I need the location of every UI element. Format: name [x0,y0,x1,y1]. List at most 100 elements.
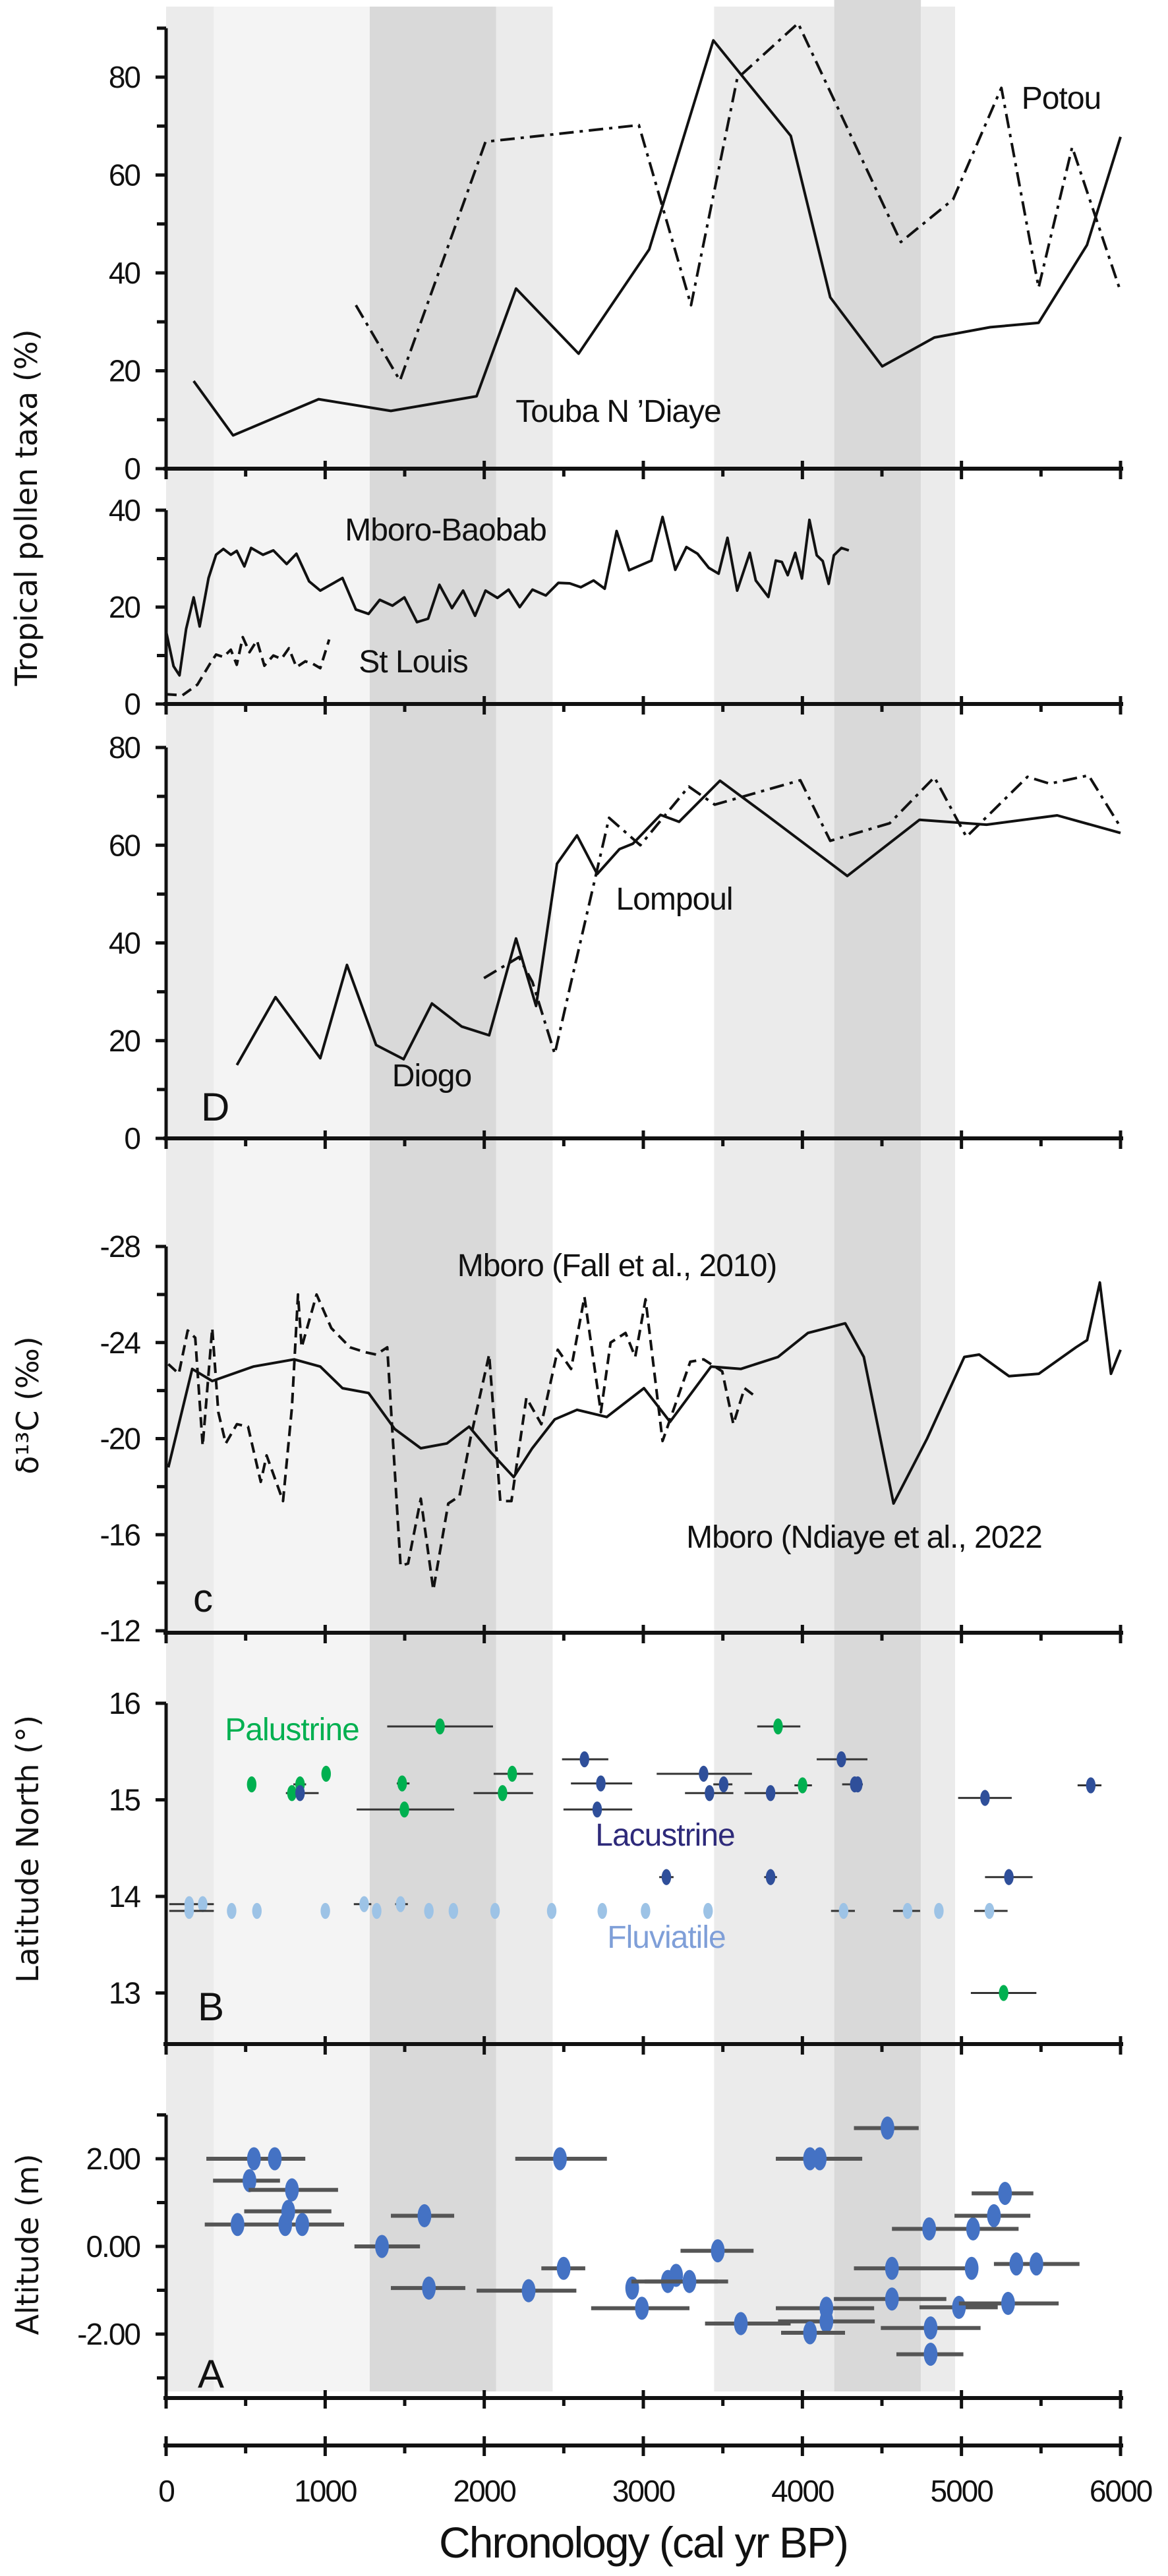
data-point [287,1785,297,1801]
data-point [885,2256,899,2280]
data-point [1001,2291,1015,2315]
data-point [836,1751,846,1768]
y-axis-title-d13c: δ¹³C (‰) [10,1336,45,1474]
data-point [399,1801,409,1818]
shaded-period-band [714,7,834,2391]
y-tick-label: 40 [109,256,140,290]
y-tick-label: 0.00 [86,2229,140,2264]
panel-pollen-1: 0 20 40 60 80 Touba N ’Diaye Potou [109,22,1123,486]
data-point [198,1896,208,1912]
panel-letter: B [198,1985,224,2029]
data-point [923,2316,938,2340]
data-point [507,1765,517,1782]
panel-A: 2.00 0.00 -2.00 A [77,2113,1123,2409]
data-point [597,1902,607,1919]
data-point [923,2343,938,2366]
panel-pollen-2: 0 20 40 Mboro-Baobab St Louis [109,493,1123,721]
x-tick-label: 2000 [453,2474,515,2508]
x-tick-label: 1000 [294,2474,357,2508]
data-point [579,1751,589,1768]
y-tick-label: 60 [109,158,140,192]
data-point [1004,1869,1014,1885]
data-point [699,1765,709,1782]
y-tick-label: 16 [109,1686,140,1720]
series-label: Fluviatile [607,1920,725,1955]
data-point [718,1776,729,1793]
data-point [422,2276,436,2300]
data-point [1029,2252,1043,2276]
data-point [1009,2252,1024,2276]
series-label: Mboro (Fall et al., 2010) [457,1248,777,1283]
data-point [320,1902,330,1919]
data-point [556,2256,571,2280]
data-point [765,1785,776,1801]
data-point [592,1801,602,1818]
y-tick-label: 80 [109,730,140,765]
y-tick-label: 20 [109,1024,140,1058]
data-point [711,2239,725,2263]
data-point [435,1718,445,1735]
data-point [838,1902,849,1919]
data-point [230,2213,245,2237]
y-tick-label: -20 [100,1422,140,1456]
y-tick-label: 13 [109,1976,140,2010]
series-line-mboro-fall-et-al-2010- [167,1293,759,1592]
x-axis-title: Chronology (cal yr BP) [439,2518,848,2567]
series-line-mboro-baobab [165,515,850,677]
y-tick-label: -16 [100,1517,140,1552]
data-point [321,1765,331,1782]
series-line-diogo [235,779,1121,1066]
series-label: Mboro (Ndiaye et al., 2022 [686,1520,1042,1555]
data-point [902,1902,913,1919]
data-point [243,2169,256,2192]
data-point [966,2217,980,2240]
series-line-lompoul [483,774,1122,1055]
data-point [952,2295,966,2319]
data-point [184,1902,194,1919]
shaded-period-band [214,7,370,2391]
x-tick-label: 0 [158,2474,174,2508]
data-point [397,1775,407,1792]
series-line-st-louis [165,635,331,697]
panel-B: 13 14 15 16 B Palustrine Lacustrine Fluviatile [109,1686,1123,2055]
data-point [635,2297,649,2320]
y-tick-label: 14 [109,1879,141,1914]
data-point [934,1902,944,1919]
data-point [705,1785,715,1801]
panel-letter: D [201,1085,229,1129]
y-tick-label: 20 [109,590,140,624]
data-point [546,1902,557,1919]
data-point [980,1790,990,1806]
shaded-periods [166,0,956,2391]
data-point [734,2312,748,2335]
data-point [922,2217,937,2240]
y-tick-label: -28 [100,1229,140,1264]
panel-c: -28 -24 -20 -16 -12 c Mboro (Fall et al., 2010… [100,1229,1123,1648]
y-tick-label: 40 [109,493,140,527]
y-tick-label: 0 [124,1121,140,1156]
data-point [417,2204,432,2227]
data-point [375,2235,389,2258]
series-label: Lacustrine [595,1818,734,1853]
data-point [773,1718,783,1735]
shaded-period-band [166,7,214,2391]
data-point [268,2147,282,2171]
x-tick-label: 3000 [612,2474,675,2508]
data-point [490,1902,500,1919]
shaded-period-band [369,7,496,2391]
y-tick-label: 2.00 [86,2142,140,2176]
x-tick-label: 6000 [1090,2474,1152,2508]
y-tick-label: 40 [109,926,140,960]
data-point [885,2287,899,2311]
y-tick-label: -2.00 [77,2317,140,2351]
panel-letter: A [198,2352,224,2396]
data-point [424,1902,434,1919]
data-point [553,2147,567,2171]
data-point [285,2178,299,2202]
data-point [498,1785,508,1801]
series-label: Touba N ’Diaye [515,394,721,429]
data-point [521,2279,536,2302]
data-point [765,1869,776,1885]
series-label: St Louis [359,645,467,680]
